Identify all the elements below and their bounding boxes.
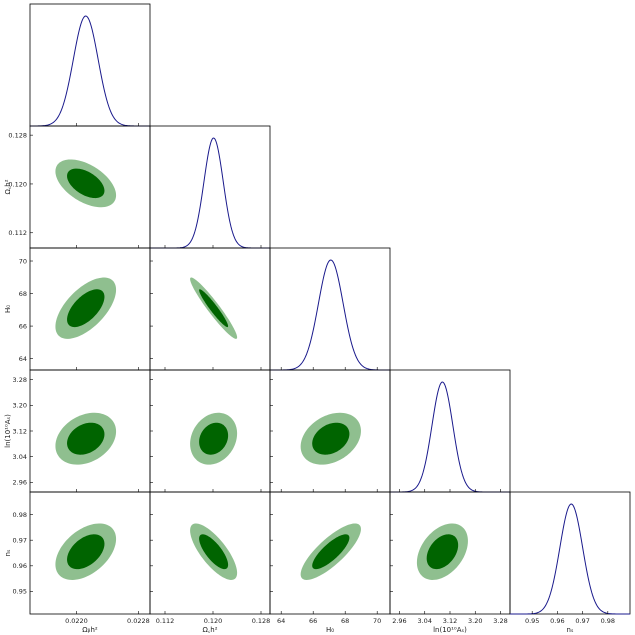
xtick-label-ns-2: 0.97 xyxy=(575,617,589,625)
yaxis-label-H0: H₀ xyxy=(4,305,12,313)
xtick-label-ns-0: 0.95 xyxy=(525,617,539,625)
ytick-label-logA-4: 3.28 xyxy=(13,376,27,384)
xtick-label-logA-0: 2.96 xyxy=(392,617,406,625)
ytick-label-logA-1: 3.04 xyxy=(13,453,27,461)
xaxis-label-H0: H₀ xyxy=(326,626,334,634)
ytick-label-H0-3: 70 xyxy=(19,257,27,265)
xtick-label-ombh2-0: 0.0220 xyxy=(65,617,88,625)
xaxis-label-ombh2: Ωᵦh² xyxy=(82,626,98,634)
contour-68-ns-logA xyxy=(426,534,459,570)
contour-68-logA-ombh2 xyxy=(67,422,105,455)
contour-68-logA-omch2 xyxy=(199,422,229,455)
yaxis-label-ns: nₛ xyxy=(4,549,12,556)
contour-68-omch2-ombh2 xyxy=(67,168,105,199)
xtick-label-H0-1: 66 xyxy=(309,617,317,625)
ytick-label-ns-3: 0.98 xyxy=(13,511,27,519)
xtick-label-logA-4: 3.28 xyxy=(493,617,507,625)
ytick-label-logA-0: 2.96 xyxy=(13,479,27,487)
marginal-curve-omch2 xyxy=(150,137,270,249)
ytick-label-logA-3: 3.20 xyxy=(13,402,27,410)
ytick-label-logA-2: 3.12 xyxy=(13,427,27,435)
xaxis-label-omch2: Ω꜀h² xyxy=(202,626,217,634)
contour-68-H0-omch2 xyxy=(199,289,229,328)
xaxis-label-ns: nₛ xyxy=(566,626,573,634)
xtick-label-logA-1: 3.04 xyxy=(417,617,431,625)
contour-68-ns-ombh2 xyxy=(67,534,105,570)
xtick-label-ombh2-1: 0.0228 xyxy=(127,617,150,625)
ytick-label-omch2-1: 0.120 xyxy=(8,180,27,188)
panel-logA-logA-frame xyxy=(389,369,511,493)
ytick-label-ns-1: 0.96 xyxy=(13,562,27,570)
contour-68-H0-ombh2 xyxy=(67,289,105,328)
xtick-label-omch2-2: 0.128 xyxy=(252,617,271,625)
xtick-label-H0-2: 68 xyxy=(341,617,349,625)
ytick-label-H0-2: 68 xyxy=(19,290,27,298)
xtick-label-logA-2: 3.12 xyxy=(443,617,457,625)
contour-68-logA-H0 xyxy=(312,422,350,455)
xtick-label-H0-0: 64 xyxy=(277,617,285,625)
xtick-label-ns-1: 0.96 xyxy=(550,617,564,625)
ytick-label-H0-0: 64 xyxy=(19,355,27,363)
ytick-label-ns-0: 0.95 xyxy=(13,588,27,596)
marginal-curve-ombh2 xyxy=(29,15,150,127)
xtick-label-ns-3: 0.98 xyxy=(601,617,615,625)
ytick-label-omch2-0: 0.112 xyxy=(8,229,27,237)
xtick-label-H0-3: 70 xyxy=(373,617,381,625)
yaxis-label-omch2: Ω꜀h² xyxy=(4,179,12,194)
marginal-curve-H0 xyxy=(270,259,390,371)
marginal-curve-logA xyxy=(390,381,510,493)
ytick-label-H0-1: 66 xyxy=(19,322,27,330)
xaxis-label-logA: ln(10¹⁰Aₛ) xyxy=(433,626,467,634)
ytick-label-ns-2: 0.97 xyxy=(13,536,27,544)
contour-68-ns-H0 xyxy=(312,534,350,570)
panel-ns-ns-frame xyxy=(509,491,631,615)
yaxis-label-logA: ln(10¹⁰Aₛ) xyxy=(4,414,12,448)
xtick-label-logA-3: 3.20 xyxy=(468,617,482,625)
xtick-label-omch2-1: 0.120 xyxy=(204,617,223,625)
contour-68-ns-omch2 xyxy=(199,534,229,570)
xtick-label-omch2-0: 0.112 xyxy=(156,617,175,625)
panel-H0-H0-frame xyxy=(269,247,391,371)
ytick-label-omch2-2: 0.128 xyxy=(8,131,27,139)
marginal-curve-ns xyxy=(510,503,630,615)
